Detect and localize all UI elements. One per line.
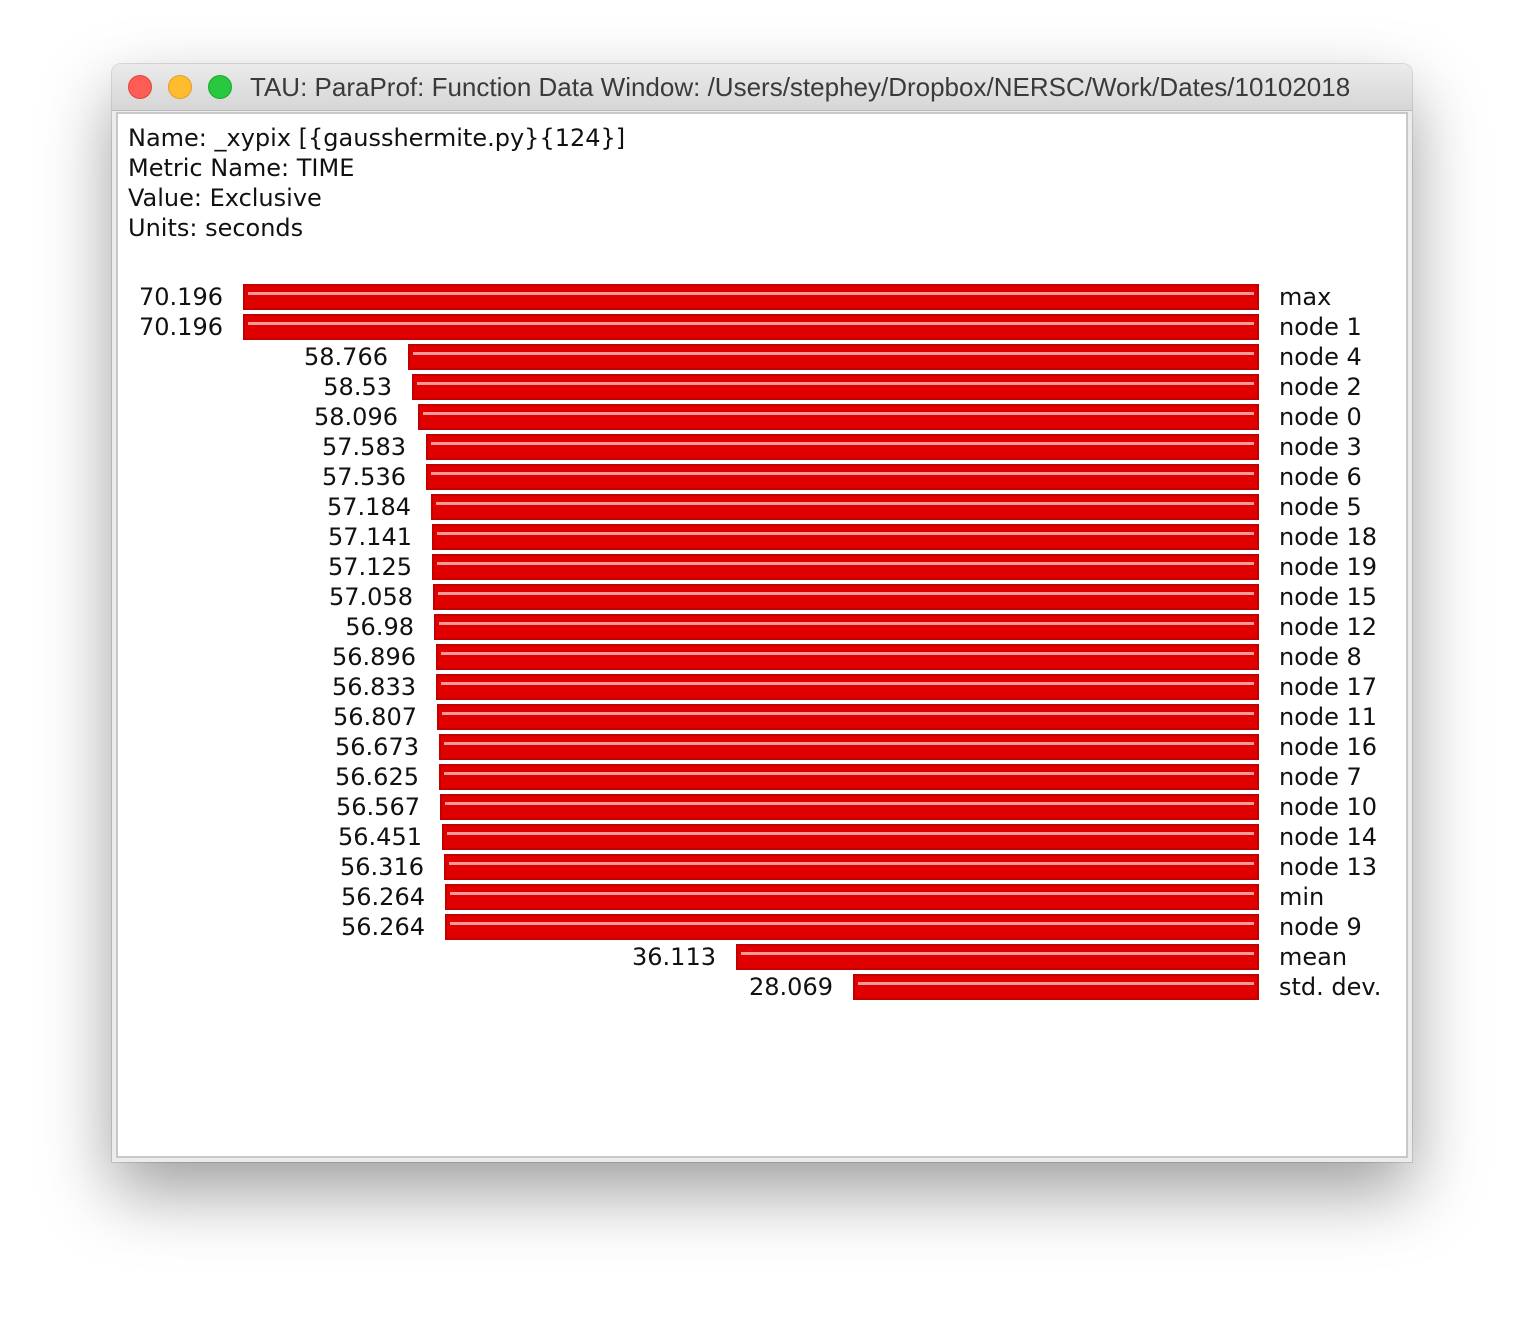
category-label: node 19 bbox=[1279, 553, 1378, 581]
category-label: node 2 bbox=[1279, 373, 1362, 401]
category-label: node 8 bbox=[1279, 643, 1362, 671]
metric-name-label: Metric Name: TIME bbox=[128, 154, 355, 182]
function-data-panel[interactable]: Name: _xypix [{gausshermite.py}{124}] Me… bbox=[116, 112, 1408, 1158]
value-label: 70.196 bbox=[139, 313, 223, 341]
category-label: min bbox=[1279, 883, 1325, 911]
value-label: 56.625 bbox=[335, 763, 419, 791]
category-label: std. dev. bbox=[1279, 973, 1382, 1001]
category-label: node 9 bbox=[1279, 913, 1362, 941]
value-label: 57.058 bbox=[329, 583, 413, 611]
bar-node-4[interactable] bbox=[408, 344, 1259, 370]
bar-node-2[interactable] bbox=[412, 374, 1259, 400]
bar-node-12[interactable] bbox=[434, 614, 1259, 640]
bar-node-11[interactable] bbox=[437, 704, 1259, 730]
bar-node-16[interactable] bbox=[439, 734, 1259, 760]
bar-node-1[interactable] bbox=[243, 314, 1259, 340]
category-label: node 17 bbox=[1279, 673, 1378, 701]
bar-chart: 70.196 max 70.196 node 1 58.766 node 4 58.53 no… bbox=[118, 114, 1406, 1156]
bar-std-dev-[interactable] bbox=[853, 974, 1259, 1000]
category-label: mean bbox=[1279, 943, 1348, 971]
value-label: 57.125 bbox=[328, 553, 412, 581]
value-label: 56.567 bbox=[336, 793, 420, 821]
category-label: node 1 bbox=[1279, 313, 1362, 341]
value-label: 57.141 bbox=[328, 523, 412, 551]
value-label: 56.896 bbox=[332, 643, 416, 671]
value-type-label: Value: Exclusive bbox=[128, 184, 322, 212]
category-label: node 3 bbox=[1279, 433, 1362, 461]
bar-node-18[interactable] bbox=[432, 524, 1259, 550]
paraprof-window: TAU: ParaProf: Function Data Window: /Us… bbox=[112, 64, 1412, 1162]
bar-node-19[interactable] bbox=[432, 554, 1259, 580]
bar-node-17[interactable] bbox=[436, 674, 1259, 700]
category-label: node 7 bbox=[1279, 763, 1362, 791]
value-label: 56.264 bbox=[341, 913, 425, 941]
bar-max[interactable] bbox=[243, 284, 1259, 310]
value-label: 56.673 bbox=[335, 733, 419, 761]
value-label: 56.98 bbox=[345, 613, 414, 641]
units-label: Units: seconds bbox=[128, 214, 304, 242]
category-label: node 0 bbox=[1279, 403, 1362, 431]
value-label: 57.583 bbox=[322, 433, 406, 461]
category-label: node 4 bbox=[1279, 343, 1362, 371]
value-label: 28.069 bbox=[749, 973, 833, 1001]
category-label: node 12 bbox=[1279, 613, 1378, 641]
value-label: 56.833 bbox=[332, 673, 416, 701]
bar-node-5[interactable] bbox=[431, 494, 1259, 520]
bar-node-7[interactable] bbox=[439, 764, 1259, 790]
title-bar[interactable]: TAU: ParaProf: Function Data Window: /Us… bbox=[112, 64, 1412, 111]
category-label: node 18 bbox=[1279, 523, 1378, 551]
value-label: 56.264 bbox=[341, 883, 425, 911]
category-label: node 5 bbox=[1279, 493, 1362, 521]
category-label: node 15 bbox=[1279, 583, 1378, 611]
category-label: max bbox=[1279, 283, 1332, 311]
value-label: 36.113 bbox=[632, 943, 716, 971]
category-label: node 11 bbox=[1279, 703, 1378, 731]
zoom-window-button[interactable] bbox=[208, 75, 232, 99]
bar-mean[interactable] bbox=[736, 944, 1259, 970]
bar-node-6[interactable] bbox=[426, 464, 1259, 490]
bar-node-8[interactable] bbox=[436, 644, 1259, 670]
category-label: node 14 bbox=[1279, 823, 1378, 851]
category-label: node 10 bbox=[1279, 793, 1378, 821]
value-label: 57.536 bbox=[322, 463, 406, 491]
value-label: 58.53 bbox=[323, 373, 392, 401]
value-label: 56.316 bbox=[340, 853, 424, 881]
value-label: 70.196 bbox=[139, 283, 223, 311]
bar-node-0[interactable] bbox=[418, 404, 1259, 430]
window-title: TAU: ParaProf: Function Data Window: /Us… bbox=[250, 72, 1351, 102]
category-label: node 13 bbox=[1279, 853, 1378, 881]
function-name-label: Name: _xypix [{gausshermite.py}{124}] bbox=[128, 124, 626, 152]
category-label: node 6 bbox=[1279, 463, 1362, 491]
bar-node-14[interactable] bbox=[442, 824, 1259, 850]
value-label: 58.096 bbox=[314, 403, 398, 431]
minimize-window-button[interactable] bbox=[168, 75, 192, 99]
bar-node-3[interactable] bbox=[426, 434, 1259, 460]
value-label: 58.766 bbox=[304, 343, 388, 371]
bar-node-13[interactable] bbox=[444, 854, 1259, 880]
bar-node-10[interactable] bbox=[440, 794, 1259, 820]
bar-node-9[interactable] bbox=[445, 914, 1259, 940]
value-label: 56.451 bbox=[338, 823, 422, 851]
bar-min[interactable] bbox=[445, 884, 1259, 910]
value-label: 56.807 bbox=[333, 703, 417, 731]
close-window-button[interactable] bbox=[128, 75, 152, 99]
value-label: 57.184 bbox=[327, 493, 411, 521]
bar-node-15[interactable] bbox=[433, 584, 1259, 610]
category-label: node 16 bbox=[1279, 733, 1378, 761]
